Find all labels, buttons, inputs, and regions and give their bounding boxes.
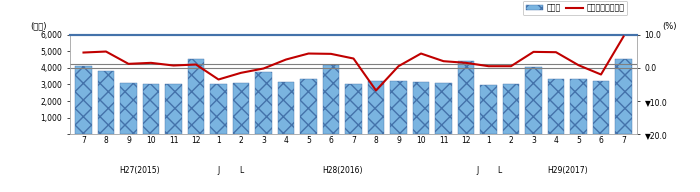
Bar [547,79,564,134]
Bar [525,67,542,134]
Text: J: J [218,166,220,175]
Text: (億円): (億円) [30,22,47,31]
Bar [368,81,384,134]
Text: J: J [476,166,478,175]
Bar [390,81,407,134]
Text: L: L [498,166,502,175]
Bar [210,84,227,134]
Text: H27(2015): H27(2015) [120,166,160,175]
Bar [435,83,452,134]
Bar [97,71,114,134]
Bar [480,85,497,134]
Bar [232,83,249,134]
Bar [323,65,339,134]
Text: H28(2016): H28(2016) [322,166,363,175]
Bar [165,84,182,134]
Bar [120,83,137,134]
Bar [570,79,587,134]
Text: L: L [239,166,243,175]
Bar [143,84,160,134]
Bar [188,59,204,134]
Bar [412,82,429,134]
Bar [75,66,92,134]
Bar [615,59,632,134]
Text: (%): (%) [662,22,677,31]
Bar [300,79,317,134]
Legend: 販売額, 前年同月比増減率: 販売額, 前年同月比増減率 [523,1,627,15]
Bar [593,81,610,134]
Bar [503,84,519,134]
Bar [345,84,362,134]
Bar [255,72,272,134]
Text: H29(2017): H29(2017) [547,166,587,175]
Bar [278,82,295,134]
Bar [458,61,475,134]
